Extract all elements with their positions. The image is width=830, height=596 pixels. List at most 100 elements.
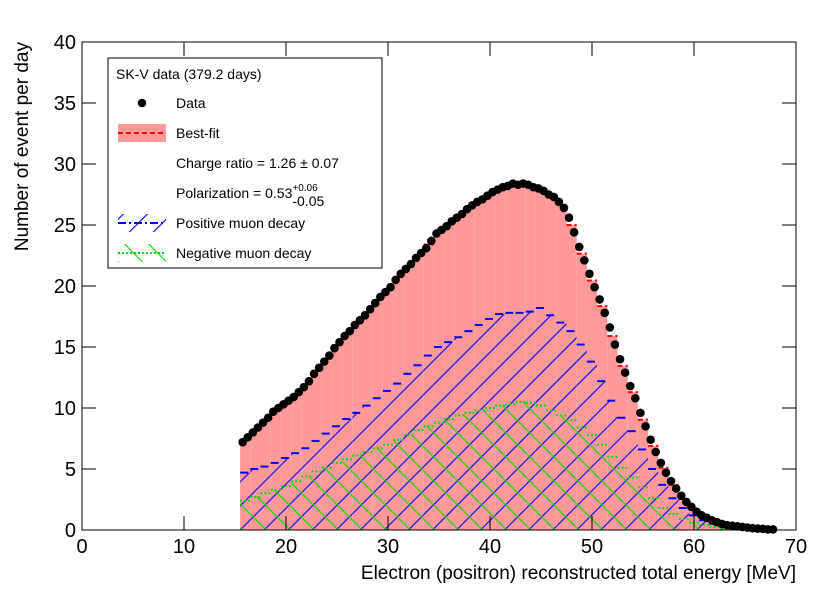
x-tick-label: 60 <box>683 536 705 558</box>
data-point <box>666 476 676 486</box>
histogram-bar <box>240 500 251 530</box>
histogram-bar <box>444 418 455 530</box>
legend-label: Data <box>176 95 206 111</box>
x-tick-label: 10 <box>173 536 195 558</box>
legend: SK-V data (379.2 days) Data Best-fit Cha… <box>107 57 383 269</box>
data-point <box>615 354 625 364</box>
legend-label: Negative muon decay <box>176 245 311 261</box>
histogram-bar <box>607 456 618 530</box>
histogram-bar <box>648 498 659 530</box>
histogram-bar <box>291 481 302 530</box>
data-point <box>574 242 584 252</box>
histogram-bar <box>413 429 424 530</box>
x-axis-title: Electron (positron) reconstructed total … <box>361 563 796 584</box>
data-point <box>559 203 569 213</box>
data-point <box>370 298 380 308</box>
data-point <box>299 382 309 392</box>
histogram-bar <box>556 415 567 530</box>
data-point <box>585 269 594 279</box>
annotation-sub: -0.05 <box>292 193 324 209</box>
histogram-bar <box>301 476 312 530</box>
y-tick-label: 10 <box>54 398 76 420</box>
histogram-bar <box>495 405 506 530</box>
histogram-bar <box>280 486 292 530</box>
legend-title: SK-V data (379.2 days) <box>116 66 262 82</box>
data-point <box>610 340 620 349</box>
data-point <box>590 282 599 292</box>
histogram-bar <box>668 514 679 530</box>
histogram-bar <box>382 444 394 530</box>
histogram-bar <box>505 404 516 530</box>
y-tick-label: 5 <box>65 459 76 481</box>
legend-label: Best-fit <box>176 125 220 141</box>
histogram-bar <box>250 497 261 530</box>
data-point <box>406 259 416 269</box>
histogram-bar <box>546 410 557 530</box>
histogram-bar <box>525 403 536 530</box>
histogram-bar <box>484 408 496 530</box>
y-tick-label: 25 <box>54 215 76 237</box>
histogram-bar <box>403 434 414 530</box>
y-tick-label: 0 <box>65 520 76 542</box>
data-point <box>656 458 666 468</box>
data-point <box>330 343 339 353</box>
data-point <box>569 228 579 237</box>
data-point <box>421 243 431 253</box>
histogram-bar <box>617 467 628 530</box>
data-point <box>325 351 334 360</box>
annotation-sup: +0.06 <box>292 183 318 194</box>
y-axis-title: Number of event per day <box>12 42 33 252</box>
histogram-bar <box>699 525 710 530</box>
y-tick-label: 15 <box>54 337 76 359</box>
data-point <box>319 357 329 366</box>
histogram-bar <box>342 459 353 530</box>
annotation: Charge ratio = 1.26 ± 0.07 <box>176 155 339 171</box>
data-point <box>646 435 655 445</box>
y-tick-label: 35 <box>54 93 76 115</box>
data-point <box>671 484 681 493</box>
data-point <box>661 468 671 477</box>
histogram-bar <box>474 410 485 530</box>
x-tick-label: 50 <box>581 536 603 558</box>
data-point <box>636 408 645 418</box>
data-point <box>580 256 589 265</box>
data-point <box>345 326 355 336</box>
histogram-bar <box>311 471 322 530</box>
data-point <box>676 491 686 501</box>
data-point <box>595 295 604 304</box>
histogram-bar <box>464 412 475 530</box>
data-point <box>651 447 661 457</box>
data-point <box>625 381 635 391</box>
x-tick-label: 20 <box>275 536 297 558</box>
histogram-bar <box>433 422 445 530</box>
x-tick-label: 30 <box>377 536 399 558</box>
data-point <box>600 308 610 318</box>
histogram-bar <box>352 455 363 530</box>
histogram-bar <box>260 493 271 530</box>
data-point <box>360 310 370 320</box>
y-tick-label: 20 <box>54 276 76 298</box>
annotation-text: Polarization = 0.53 <box>176 185 293 201</box>
plot-area <box>238 179 778 534</box>
data-point <box>554 197 564 207</box>
x-tick-label: 0 <box>76 536 87 558</box>
histogram-bar <box>423 426 434 530</box>
data-point <box>304 376 314 386</box>
data-point <box>365 304 375 314</box>
histogram-bar <box>709 526 720 530</box>
histogram-bar <box>321 467 332 530</box>
histogram-bar <box>535 405 547 530</box>
histogram-bar <box>678 519 689 530</box>
x-tick-label: 40 <box>479 536 501 558</box>
histogram-bar <box>393 439 404 530</box>
data-point <box>620 368 630 377</box>
histogram-bar <box>515 401 526 530</box>
data-point <box>564 213 574 222</box>
legend-label: Positive muon decay <box>176 215 305 231</box>
data-point <box>335 337 344 347</box>
histogram-bar <box>597 444 608 530</box>
data-point <box>768 525 778 534</box>
histogram-bar <box>362 451 373 530</box>
y-tick-label: 40 <box>54 32 76 54</box>
